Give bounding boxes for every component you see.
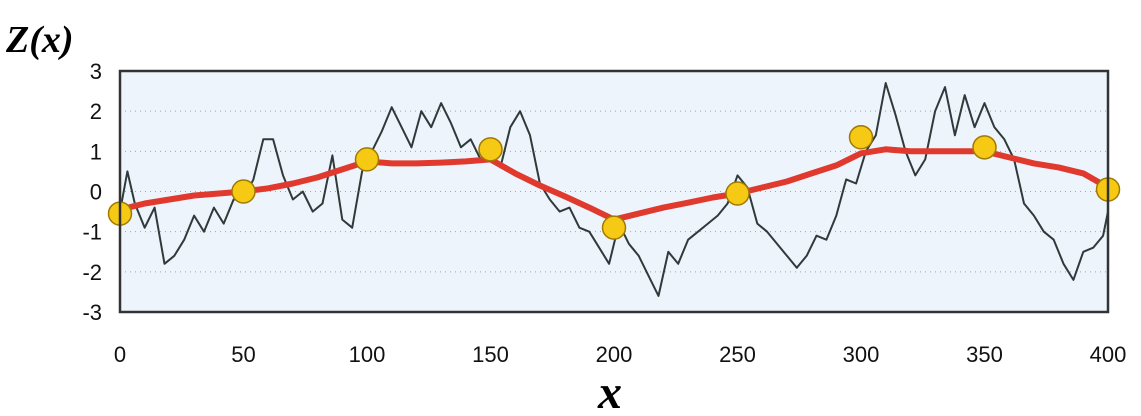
y-tick-labels: 3 2 1 0 -1 -2 -3 — [82, 59, 102, 325]
y-tick-label: 1 — [90, 139, 102, 164]
data-point-marker — [478, 137, 503, 162]
x-tick-label: 150 — [472, 342, 509, 367]
data-point-marker — [354, 147, 380, 172]
y-tick-label: -2 — [82, 260, 102, 285]
data-point-marker — [725, 181, 750, 206]
data-point-marker — [231, 179, 256, 204]
plot-frame — [118, 69, 1110, 314]
y-tick-label: -3 — [82, 300, 102, 325]
x-tick-label: 200 — [596, 342, 633, 367]
y-tick-label: -1 — [82, 220, 102, 245]
y-tick-label: 2 — [90, 99, 102, 124]
x-tick-label: 350 — [966, 342, 1003, 367]
noisy-series-line — [119, 82, 1109, 297]
x-tick-label: 400 — [1090, 342, 1127, 367]
x-axis-title: x — [597, 366, 622, 416]
data-point-marker — [848, 125, 874, 150]
y-tick-label: 0 — [90, 180, 102, 205]
y-axis-title: Z(x) — [5, 19, 74, 61]
data-point-marker — [972, 135, 997, 160]
x-tick-label: 0 — [114, 342, 126, 367]
x-tick-label: 300 — [843, 342, 880, 367]
x-tick-label: 100 — [349, 342, 386, 367]
y-tick-label: 3 — [90, 59, 102, 84]
x-tick-labels: 0 50 100 150 200 250 300 350 400 — [114, 342, 1126, 367]
data-point-marker — [601, 215, 627, 240]
x-tick-label: 50 — [231, 342, 255, 367]
plot-area — [120, 71, 1108, 312]
series — [107, 82, 1121, 297]
x-tick-label: 250 — [719, 342, 756, 367]
